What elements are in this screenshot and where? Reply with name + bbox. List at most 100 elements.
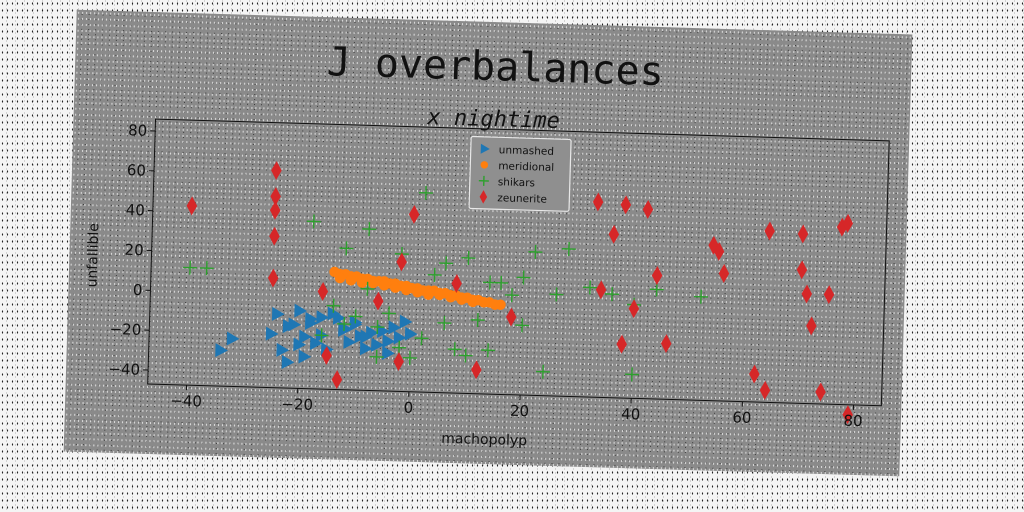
legend-marker-meridional xyxy=(480,161,489,169)
x-axis-label: machopolyp xyxy=(441,431,527,450)
data-point-shikars xyxy=(348,309,363,324)
data-point-unmashed xyxy=(404,326,418,341)
data-point-meridional xyxy=(478,296,490,308)
data-point-zeunerite xyxy=(801,284,813,304)
data-point-shikars xyxy=(306,214,321,229)
data-point-zeunerite xyxy=(713,241,725,261)
y-tick-label: 20 xyxy=(124,241,144,260)
chart-subtitle: x nightime xyxy=(426,105,560,134)
data-point-shikars xyxy=(549,287,564,302)
data-point-unmashed xyxy=(382,334,396,349)
data-point-zeunerite xyxy=(321,345,332,365)
data-point-unmashed xyxy=(298,349,312,364)
data-point-zeunerite xyxy=(823,285,835,304)
data-point-shikars xyxy=(528,244,543,259)
data-point-unmashed xyxy=(343,334,357,349)
data-point-zeunerite xyxy=(842,405,853,425)
data-point-shikars xyxy=(418,185,433,200)
x-tick-label: 0 xyxy=(403,399,413,417)
y-tick-label: 0 xyxy=(133,281,143,299)
legend-label-shikars: shikars xyxy=(498,176,536,189)
data-point-zeunerite xyxy=(628,299,640,319)
data-point-meridional xyxy=(334,272,346,284)
data-point-zeunerite xyxy=(396,252,407,272)
x-tick-label: 80 xyxy=(843,412,863,431)
data-point-unmashed xyxy=(309,335,323,350)
data-point-meridional xyxy=(378,280,390,291)
data-point-shikars xyxy=(381,306,396,321)
y-axis-label: unfallible xyxy=(85,223,103,288)
data-point-zeunerite xyxy=(408,205,420,224)
data-point-zeunerite xyxy=(806,316,817,336)
data-point-meridional xyxy=(445,292,456,303)
data-point-zeunerite xyxy=(595,280,607,300)
figure-card: J overbalances x nightime −40 −20 0 20 40 60 8… xyxy=(63,9,913,477)
data-point-unmashed xyxy=(299,329,312,344)
data-point-unmashed xyxy=(327,306,341,321)
data-point-zeunerite xyxy=(331,370,343,390)
data-point-unmashed xyxy=(388,320,402,335)
x-tick-label: 40 xyxy=(621,405,641,424)
data-point-unmashed xyxy=(282,319,296,334)
data-point-zeunerite xyxy=(269,226,280,246)
data-point-shikars xyxy=(360,281,375,296)
data-point-zeunerite xyxy=(842,213,854,233)
y-tick-label: −40 xyxy=(108,360,140,379)
data-point-shikars xyxy=(369,349,384,364)
data-point-zeunerite xyxy=(451,274,462,293)
legend-marker-zeunerite xyxy=(479,190,488,204)
data-point-shikars xyxy=(461,250,476,265)
data-point-zeunerite xyxy=(270,186,281,206)
data-point-unmashed xyxy=(359,341,373,356)
data-point-shikars xyxy=(447,342,462,357)
data-point-meridional xyxy=(456,294,467,305)
data-point-zeunerite xyxy=(616,334,627,354)
data-point-shikars xyxy=(183,260,198,275)
y-tick-label: 40 xyxy=(125,201,145,220)
legend: unmashed meridional shikars zeunerite xyxy=(468,135,572,212)
data-point-unmashed xyxy=(215,343,228,358)
data-point-shikars xyxy=(439,256,454,271)
marker-layer xyxy=(183,161,854,425)
data-point-zeunerite xyxy=(267,268,279,288)
data-point-zeunerite xyxy=(372,291,384,311)
data-point-shikars xyxy=(362,222,377,237)
data-point-meridional xyxy=(367,277,379,289)
plot-frame xyxy=(147,118,890,407)
data-point-meridional xyxy=(423,289,434,300)
data-point-meridional xyxy=(390,282,401,293)
data-point-zeunerite xyxy=(271,161,282,180)
series-shikars xyxy=(183,185,709,382)
data-point-zeunerite xyxy=(759,380,771,400)
data-point-zeunerite xyxy=(815,382,826,402)
chart-title: J overbalances xyxy=(326,39,664,95)
data-point-shikars xyxy=(337,316,352,332)
data-point-zeunerite xyxy=(620,195,632,215)
tick-layer: −40 −20 0 20 40 60 80 −40 −20 0 20 40 60 80 xyxy=(108,121,863,431)
y-tick-label: −20 xyxy=(109,320,141,339)
data-point-shikars xyxy=(582,280,598,295)
data-point-shikars xyxy=(494,275,509,290)
series-unmashed xyxy=(215,303,418,370)
data-point-meridional xyxy=(412,287,423,298)
data-point-meridional xyxy=(467,296,479,308)
series-meridional xyxy=(329,266,506,310)
data-point-zeunerite xyxy=(317,282,329,301)
data-point-unmashed xyxy=(371,337,384,352)
data-point-shikars xyxy=(370,319,385,335)
data-point-unmashed xyxy=(305,315,318,330)
data-point-unmashed xyxy=(399,314,413,329)
data-point-meridional xyxy=(489,299,501,310)
data-point-zeunerite xyxy=(269,200,281,220)
data-point-shikars xyxy=(561,241,576,256)
data-point-shikars xyxy=(470,312,485,328)
data-point-zeunerite xyxy=(651,266,663,285)
y-tick-label: 60 xyxy=(127,161,147,180)
x-tick-label: −40 xyxy=(170,392,202,411)
data-point-shikars xyxy=(515,318,530,333)
legend-marker-unmashed xyxy=(480,143,490,154)
legend-label-zeunerite: zeunerite xyxy=(497,192,547,205)
data-point-shikars xyxy=(402,350,417,365)
y-tick-label: 80 xyxy=(128,121,148,140)
